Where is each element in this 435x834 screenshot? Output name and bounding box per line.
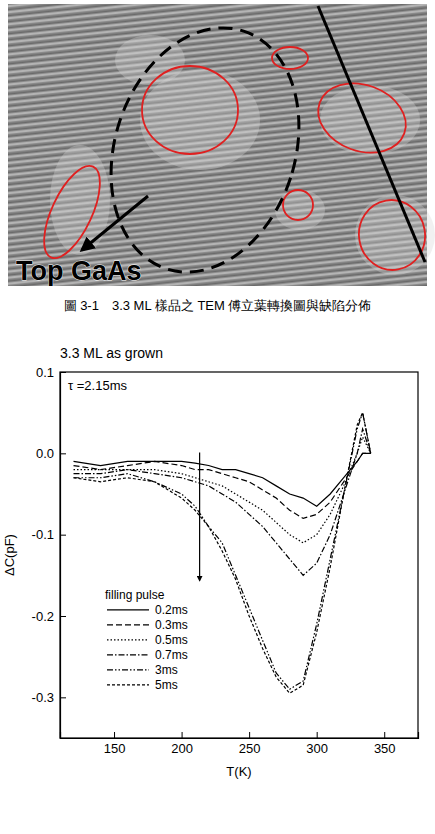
- tick-label: -0.1: [32, 527, 54, 542]
- defect-outline: [308, 72, 415, 165]
- tick: 250: [239, 732, 261, 756]
- region-outline: [81, 3, 329, 296]
- legend-swatch: [107, 684, 149, 685]
- image-label: Top GaAs: [16, 256, 142, 286]
- tick-label: 250: [239, 741, 261, 756]
- tick-label: 0.1: [36, 365, 54, 380]
- data-lines: [74, 413, 371, 694]
- tick-mark: [384, 732, 385, 738]
- legend-label: 5ms: [155, 678, 178, 692]
- tick-mark: [114, 732, 115, 738]
- tick-mark: [249, 732, 250, 738]
- tick-label: 0.0: [36, 446, 54, 461]
- tick: -0.1: [32, 527, 66, 542]
- tick-mark: [60, 453, 66, 454]
- tick: -0.2: [32, 609, 66, 624]
- axis-line: [61, 373, 67, 739]
- tick-mark: [60, 697, 66, 698]
- tick-mark: [182, 732, 183, 738]
- series-line: [74, 413, 371, 694]
- defect-outline: [33, 158, 112, 266]
- tick-label: 300: [306, 741, 328, 756]
- legend-swatch: [107, 609, 149, 610]
- tick-mark: [317, 732, 318, 738]
- tem-blob: [115, 35, 185, 85]
- series-line: [74, 429, 371, 575]
- legend-title: filling pulse: [105, 588, 165, 602]
- series-line: [74, 453, 371, 506]
- tem-image: [8, 3, 435, 296]
- tick: 300: [306, 732, 328, 756]
- legend-swatch: [107, 669, 149, 670]
- x-axis: 150 200 250 300 350: [61, 732, 419, 756]
- pointer-arrow: [82, 196, 148, 250]
- tick-label: 350: [374, 741, 396, 756]
- defect-outline: [142, 66, 238, 154]
- x-axis-title: T(K): [226, 764, 251, 779]
- tick-label: -0.2: [32, 609, 54, 624]
- y-axis-title: ΔC(pF): [2, 534, 17, 576]
- tick-mark: [60, 616, 66, 617]
- legend-label: 0.5ms: [155, 633, 188, 647]
- page: Top GaAs 圖 3-1 3.3 ML 樣品之 TEM 傅立葉轉換圖與缺陷分佈…: [0, 0, 435, 834]
- legend-label: 0.7ms: [155, 648, 188, 662]
- legend: filling pulse0.2ms0.3ms0.5ms0.7ms3ms5ms: [105, 588, 188, 692]
- tick-label: 150: [104, 741, 126, 756]
- legend-swatch: [107, 654, 149, 655]
- legend-swatch: [107, 639, 149, 640]
- plot-frame: [60, 372, 418, 738]
- legend-label: 0.2ms: [155, 603, 188, 617]
- tick: -0.3: [32, 690, 66, 705]
- interface-line: [318, 6, 425, 262]
- tick-mark: [60, 535, 66, 536]
- tick: 350: [374, 732, 396, 756]
- tick-label: 200: [171, 741, 193, 756]
- legend-label: 0.3ms: [155, 618, 188, 632]
- tick-label: -0.3: [32, 690, 54, 705]
- tem-blob: [355, 195, 435, 275]
- defect-outline: [283, 190, 313, 220]
- annotation: τ =2.15ms: [68, 378, 127, 393]
- chart: 150 200 250 300 350 0.1 0.0 -0.1 -0.2 -0.3 3.3 ML …: [2, 345, 419, 779]
- defect-outline: [353, 195, 430, 275]
- tick: 0.0: [36, 446, 66, 461]
- tem-blob: [275, 190, 325, 230]
- trend-arrow: [199, 453, 200, 581]
- legend-label: 3ms: [155, 663, 178, 677]
- figure-caption: 圖 3-1 3.3 ML 樣品之 TEM 傅立葉轉換圖與缺陷分佈: [64, 298, 372, 313]
- tem-blob: [140, 70, 260, 170]
- y-axis: 0.1 0.0 -0.1 -0.2 -0.3: [32, 365, 66, 739]
- legend-swatch: [107, 624, 149, 625]
- chart-title: 3.3 ML as grown: [60, 345, 163, 361]
- series-line: [74, 437, 371, 543]
- tick: 200: [171, 732, 193, 756]
- tick: 150: [104, 732, 126, 756]
